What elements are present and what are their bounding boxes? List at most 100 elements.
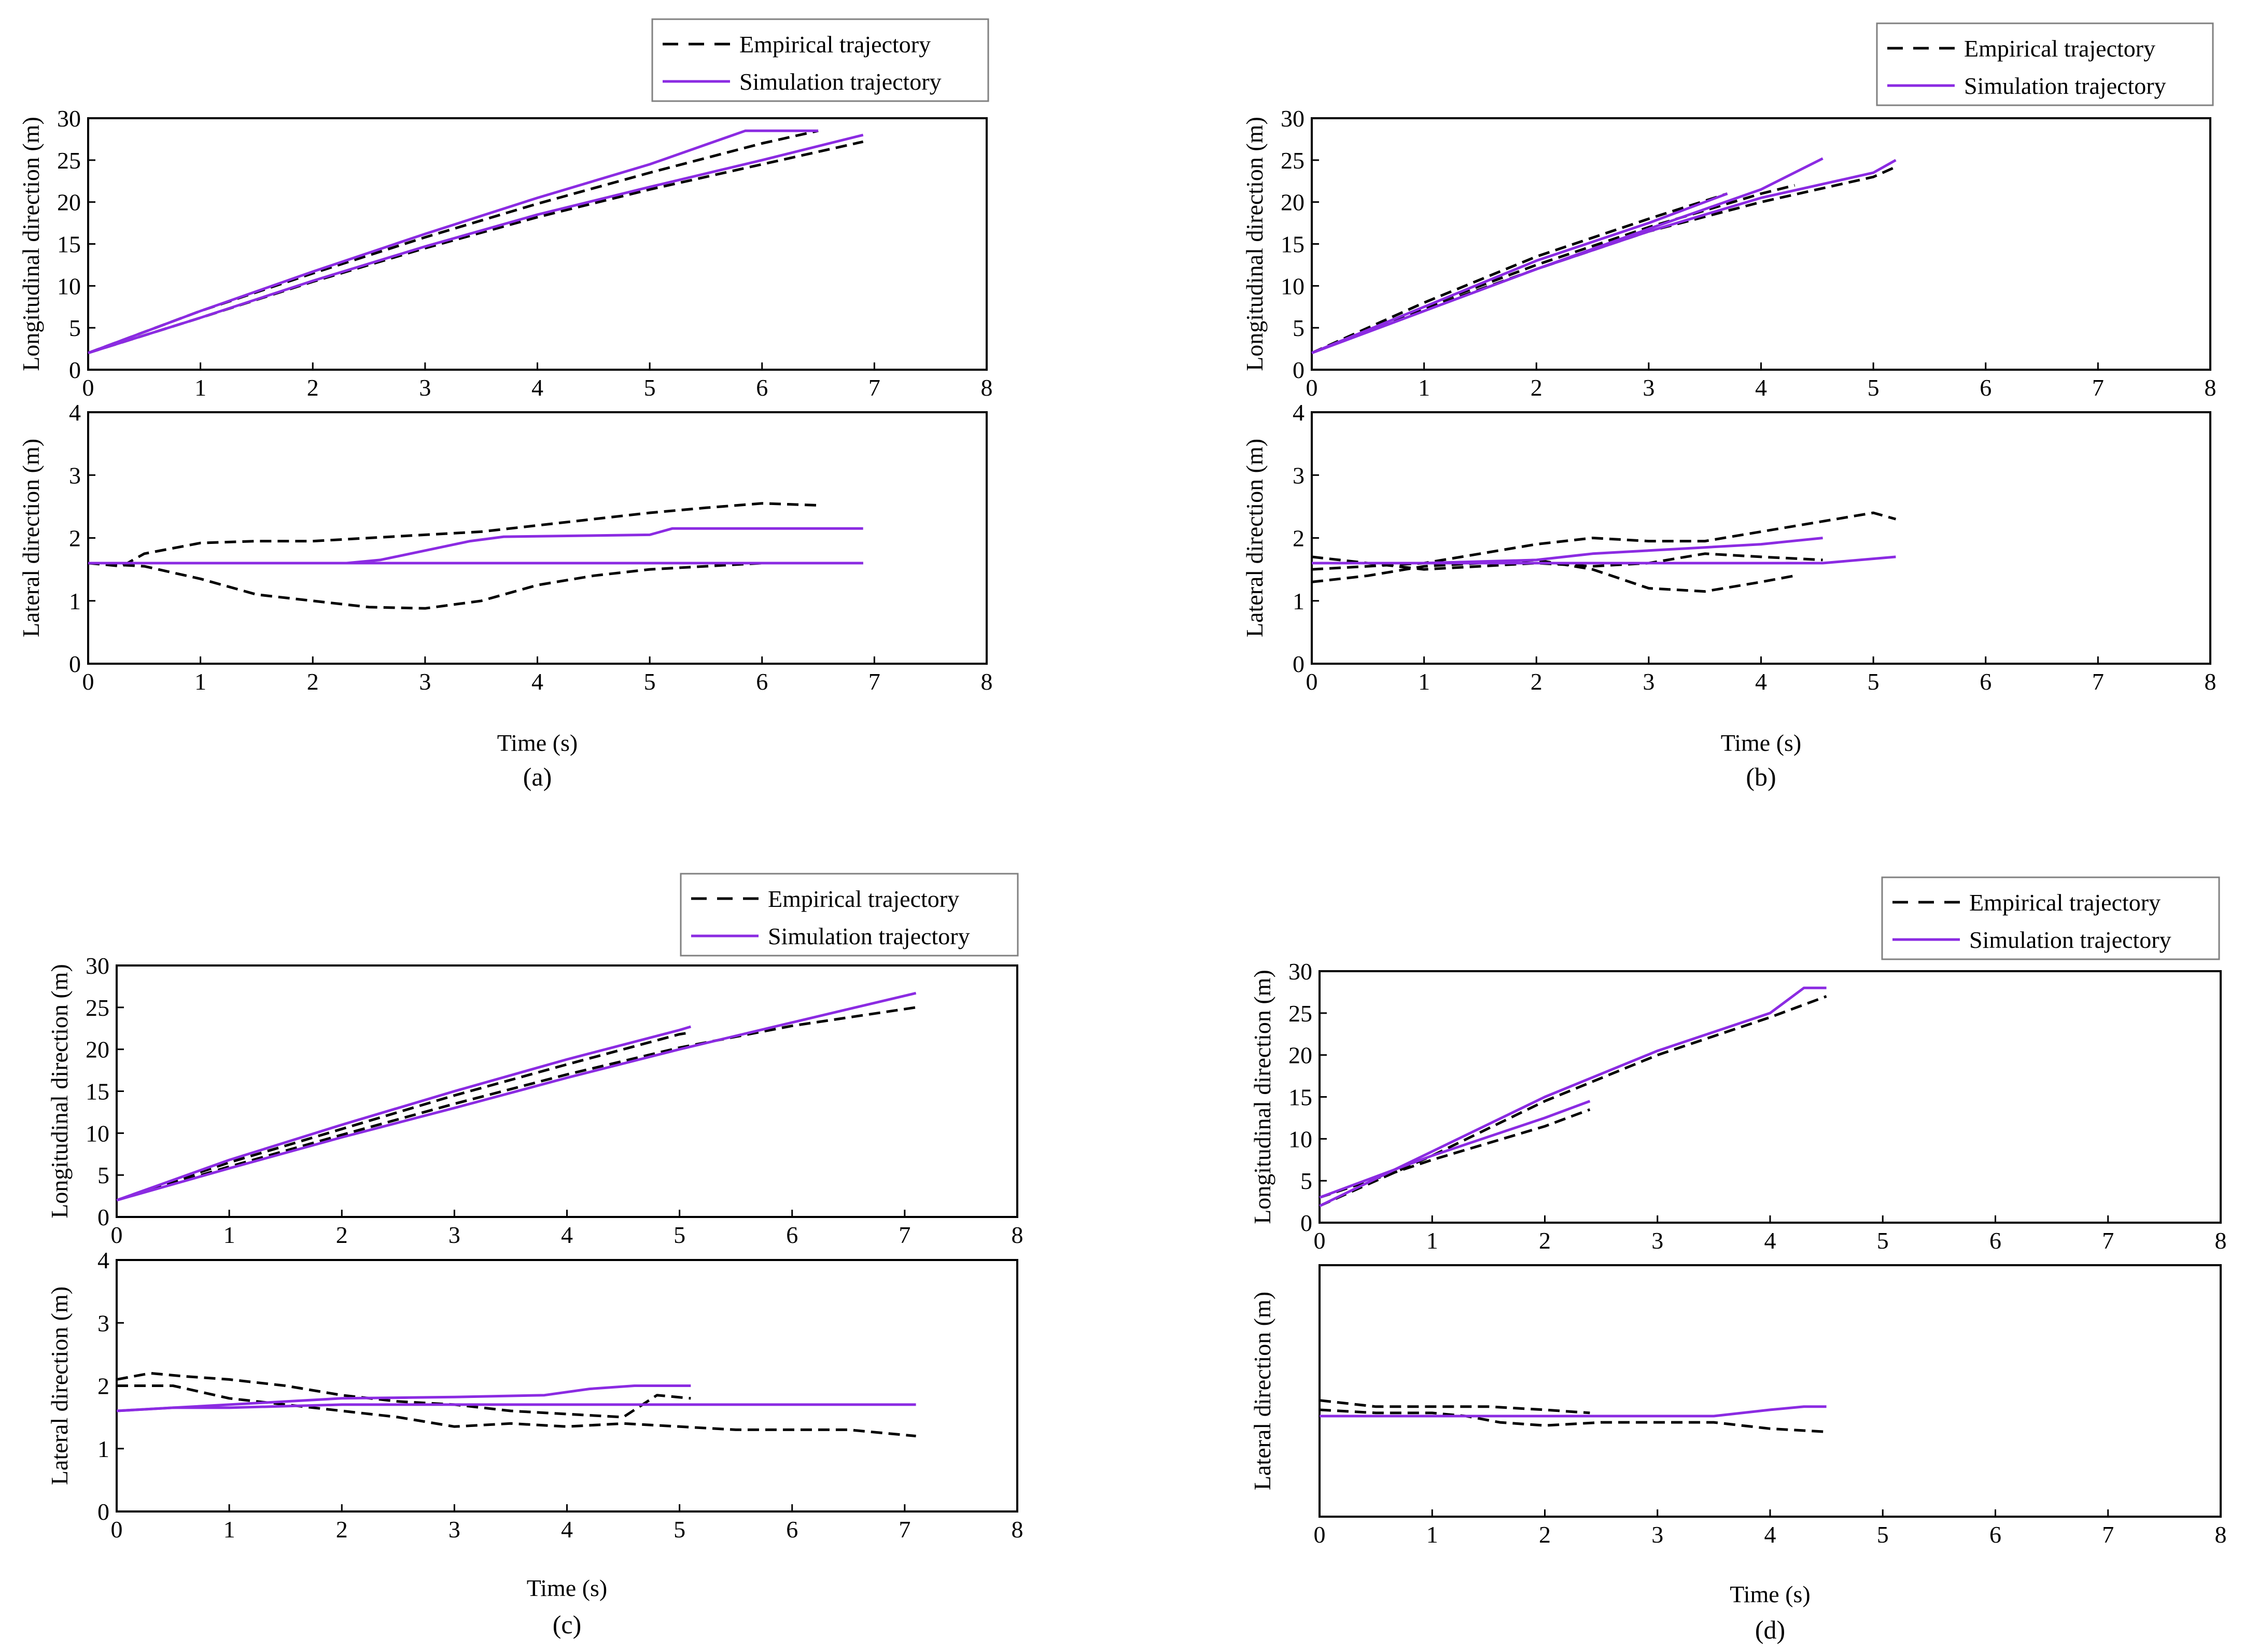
panel-b-lateral-ytick-label: 1: [1293, 588, 1305, 614]
panel-d-longitudinal-xtick-label: 1: [1426, 1227, 1438, 1254]
panel-b-lateral-empirical-line-0: [1311, 511, 1897, 571]
panel-c-lateral-plot-frame: [116, 1259, 1018, 1513]
panel-a-longitudinal-xtick-label: 3: [419, 374, 431, 401]
panel-d-longitudinal-plot-frame: [1319, 970, 2222, 1224]
panel-c-longitudinal-xtick-label: 0: [111, 1222, 123, 1248]
panel-d-legend-empirical-label: Empirical trajectory: [1969, 889, 2161, 916]
panel-c-longitudinal-xtick-label: 5: [674, 1222, 685, 1248]
panel-d-lateral-xtick-label: 5: [1877, 1521, 1889, 1548]
panel-b-longitudinal-xtick-label: 3: [1643, 374, 1654, 401]
panel-a-longitudinal-xtick-label: 0: [82, 374, 94, 401]
panel-a-longitudinal-xtick-label: 2: [307, 374, 319, 401]
panel-a-lateral-simulation-line-2: [88, 527, 863, 565]
panel-b-longitudinal-ytick-label: 10: [1281, 273, 1305, 299]
panel-c-lateral-xtick-label: 3: [448, 1516, 460, 1543]
panel-c-longitudinal-ylabel: Longitudinal direction (m): [46, 964, 73, 1219]
panel-a-longitudinal-ytick-label: 15: [57, 231, 81, 258]
panel-a-longitudinal-ytick-label: 25: [57, 147, 81, 174]
panel-b-longitudinal-ytick-label: 15: [1281, 231, 1305, 258]
panel-b-longitudinal-ytick-label: 30: [1281, 105, 1305, 132]
panel-c-lateral-simulation-line-3: [116, 1403, 916, 1412]
panel-a-longitudinal-simulation-line-3: [88, 133, 864, 355]
panel-a-longitudinal-xtick-label: 1: [194, 374, 206, 401]
panel-b-lateral-simulation-line-4: [1312, 555, 1896, 565]
panel-d-longitudinal-empirical-line-1: [1319, 1108, 1591, 1199]
panel-b-legend-box: [1876, 22, 2214, 106]
panel-b-legend-empirical-label: Empirical trajectory: [1964, 35, 2155, 62]
panel-c-legend-empirical-label: Empirical trajectory: [768, 886, 959, 912]
panel-b-lateral-ytick-label: 0: [1293, 651, 1305, 677]
panel-a-lateral-ytick-label: 1: [69, 588, 81, 614]
panel-a-lateral-xtick-label: 7: [868, 668, 880, 695]
panel-c-lateral-xtick-label: 1: [223, 1516, 235, 1543]
panel-d-lateral-xtick-label: 4: [1764, 1521, 1776, 1548]
panel-a-lateral-ytick-label: 4: [69, 399, 81, 426]
panel-a-panel-label: (a): [523, 762, 552, 791]
panel-b-lateral-xtick-label: 5: [1868, 668, 1880, 695]
panel-c-lateral-xtick-label: 5: [674, 1516, 685, 1543]
panel-b-lateral-xtick-label: 8: [2205, 668, 2217, 695]
panel-c-longitudinal-xtick-label: 8: [1012, 1222, 1023, 1248]
panel-c-longitudinal-simulation-line-3: [116, 991, 917, 1202]
panel-b-longitudinal-xtick-label: 1: [1418, 374, 1430, 401]
panel-b-lateral-xtick-label: 0: [1306, 668, 1318, 695]
panel-a-longitudinal-empirical-line-0: [88, 129, 819, 355]
panel-b-lateral-xtick-label: 6: [1980, 668, 1991, 695]
panel-d-longitudinal-ytick-label: 30: [1288, 958, 1312, 985]
panel-c-longitudinal-ytick-label: 25: [86, 995, 109, 1021]
panel-c-longitudinal-xtick-label: 4: [561, 1222, 573, 1248]
panel-c-legend-box: [680, 873, 1019, 957]
panel-d-longitudinal-simulation-line-2: [1319, 986, 1827, 1207]
panel-c-longitudinal-plot-frame: [116, 964, 1018, 1218]
panel-d-longitudinal-xtick-label: 8: [2215, 1227, 2227, 1254]
panel-b-longitudinal-ylabel: Longitudinal direction (m): [1241, 117, 1268, 371]
panel-c-longitudinal-ytick-label: 30: [86, 953, 109, 979]
panel-d-longitudinal-empirical-line-0: [1319, 995, 1827, 1207]
panel-d-lateral-xtick-label: 7: [2102, 1521, 2114, 1548]
panel-c-lateral-ytick-label: 4: [97, 1247, 109, 1273]
panel-a-lateral-ylabel: Lateral direction (m): [18, 439, 44, 637]
panel-b-lateral-plot-frame: [1311, 411, 2211, 665]
panel-b-longitudinal-ytick-label: 20: [1281, 189, 1305, 216]
panel-b-longitudinal-ytick-label: 5: [1293, 315, 1305, 341]
panel-b-lateral-ytick-label: 4: [1293, 399, 1305, 426]
panel-c-lateral-ytick-label: 3: [97, 1310, 109, 1336]
panel-b-longitudinal-ytick-label: 0: [1293, 357, 1305, 383]
panel-c-longitudinal-xtick-label: 1: [223, 1222, 235, 1248]
panel-c-longitudinal-ytick-label: 0: [97, 1204, 109, 1230]
panel-a-lateral-ytick-label: 2: [69, 525, 81, 552]
panel-d-longitudinal-ytick-label: 10: [1288, 1126, 1312, 1152]
panel-a-longitudinal-xtick-label: 4: [531, 374, 543, 401]
panel-d-longitudinal-xtick-label: 3: [1651, 1227, 1663, 1254]
panel-b-longitudinal-xtick-label: 7: [2092, 374, 2104, 401]
panel-b-longitudinal-xtick-label: 6: [1980, 374, 1991, 401]
panel-a-xlabel: Time (s): [497, 730, 578, 756]
panel-a-lateral-xtick-label: 0: [82, 668, 94, 695]
panel-d-lateral-xtick-label: 3: [1651, 1521, 1663, 1548]
panel-c-lateral-ytick-label: 1: [97, 1436, 109, 1462]
panel-b-lateral-xtick-label: 4: [1755, 668, 1767, 695]
panel-c-longitudinal-ytick-label: 15: [86, 1079, 109, 1105]
panel-c-longitudinal-xtick-label: 3: [448, 1222, 460, 1248]
panel-a-legend-empirical-label: Empirical trajectory: [739, 31, 931, 58]
panel-c-lateral-empirical-line-1: [117, 1384, 916, 1437]
panel-c-legend-simulation-label: Simulation trajectory: [768, 923, 970, 949]
panel-d-longitudinal-xtick-label: 7: [2102, 1227, 2114, 1254]
panel-a-longitudinal-empirical-line-1: [88, 140, 864, 355]
panel-c-longitudinal-xtick-label: 7: [899, 1222, 910, 1248]
panel-a-legend-simulation-label: Simulation trajectory: [739, 68, 942, 95]
panel-d-longitudinal-ytick-label: 0: [1300, 1210, 1312, 1236]
panel-a-lateral-empirical-line-1: [88, 562, 863, 610]
panel-c-lateral-ytick-label: 0: [97, 1499, 109, 1525]
panel-a-lateral-xtick-label: 1: [194, 668, 206, 695]
panel-b-xlabel: Time (s): [1721, 730, 1802, 756]
panel-a-lateral-empirical-line-0: [88, 502, 819, 568]
panel-a-lateral-xtick-label: 8: [981, 668, 993, 695]
panel-c-longitudinal-simulation-line-2: [116, 1025, 692, 1202]
panel-a-longitudinal-ytick-label: 30: [57, 105, 81, 132]
panel-a-lateral-xtick-label: 5: [644, 668, 656, 695]
panel-a-lateral-xtick-label: 3: [419, 668, 431, 695]
panel-a-longitudinal-xtick-label: 6: [756, 374, 768, 401]
